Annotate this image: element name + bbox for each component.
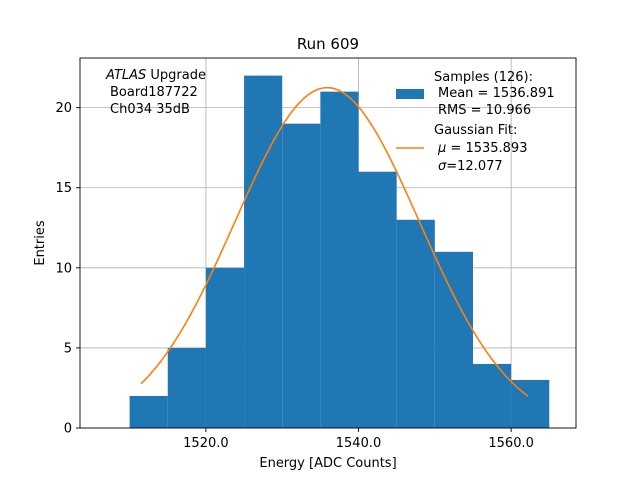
legend-samples-rms: RMS = 10.966 [438,103,531,118]
histogram-bar [167,347,206,428]
channel-text: Ch034 35dB [110,102,190,117]
histogram-bar [129,395,168,428]
y-tick-label: 15 [55,181,72,196]
histogram-bar [358,171,397,428]
legend-fit-mu-value: = 1535.893 [446,141,527,156]
y-axis-label: Entries [33,220,48,266]
histogram-bars [129,75,550,429]
histogram-bar [396,219,435,428]
y-tick-label: 0 [64,422,72,437]
y-tick-label: 10 [55,261,72,276]
legend-fit-title: Gaussian Fit: [434,123,517,138]
x-tick-label: 1520.0 [183,436,229,451]
histogram-bar [472,363,512,428]
x-axis-label: Energy [ADC Counts] [259,456,396,471]
legend-fit-mu-symbol: μ [437,141,446,156]
y-tick-label: 5 [64,341,72,356]
legend-fit-sigma-value: =12.077 [446,159,502,174]
chart-title: Run 609 [297,35,359,53]
svg-text:ATLAS Upgrade: ATLAS Upgrade [105,68,206,83]
x-tick-label: 1560.0 [488,436,534,451]
legend-fit-sigma-symbol: σ [438,159,447,174]
histogram-bar [320,91,359,429]
upgrade-text: Upgrade [146,68,206,83]
svg-text:μ = 1535.893: μ = 1535.893 [437,141,527,156]
plot-frame [79,57,577,429]
y-tick-label: 20 [55,101,72,116]
x-tick-label: 1540.0 [336,436,382,451]
histogram-bar [244,75,283,428]
axis-ticks: 1520.0 1540.0 1560.0 0 5 10 15 20 [55,101,533,451]
histogram-bar [434,251,473,428]
board-text: Board187722 [110,85,198,100]
histogram-bar [205,267,245,428]
legend: Samples (126): Mean = 1536.891 RMS = 10.… [396,70,555,174]
atlas-italic-text: ATLAS [105,68,146,83]
histogram-bar [282,123,321,429]
svg-text:σ=12.077: σ=12.077 [438,159,503,174]
legend-samples-title: Samples (126): [434,70,533,85]
atlas-annotation: ATLAS Upgrade Board187722 Ch034 35dB [105,68,206,117]
legend-samples-mean: Mean = 1536.891 [438,86,555,101]
gaussian-fit-curve [140,86,529,397]
legend-samples-patch [396,89,424,99]
